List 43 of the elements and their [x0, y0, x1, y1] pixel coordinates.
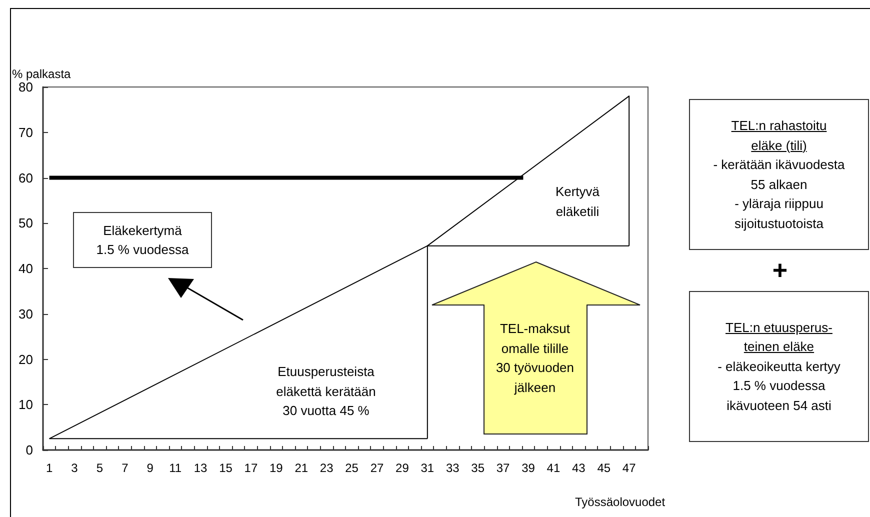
y-tick-label: 70 [18, 124, 33, 140]
text: + [771, 255, 789, 285]
x-tick-label: 13 [194, 461, 208, 475]
x-tick-label: 3 [71, 461, 78, 475]
x-tick-label: 1 [46, 461, 53, 475]
x-tick-label: 45 [597, 461, 611, 475]
x-tick-label: 19 [269, 461, 284, 475]
x-axis-title: Työssäolovuodet [575, 495, 666, 509]
annotation: Kertyvä eläketili [554, 183, 601, 220]
y-tick-label: 50 [18, 216, 33, 231]
y-tick-label: 10 [18, 397, 33, 412]
x-tick-label: 35 [471, 461, 485, 475]
x-tick-label: 17 [244, 461, 258, 475]
y-tick-label: 40 [18, 261, 33, 276]
y-tick-label: 80 [18, 80, 33, 94]
annotation: Eläkekertymä 1.5 % vuodessa [96, 222, 189, 259]
x-tick-label: 9 [146, 461, 154, 475]
x-tick-label: 33 [446, 461, 460, 475]
y-tick-label: 30 [18, 306, 33, 322]
x-tick-label: 41 [546, 461, 560, 475]
text-box: TEL:n etuusperus- teinen eläke - eläkeoikeutta kertyy 1.5 % vuodessa ikävuoteen 54 asti [689, 291, 869, 442]
x-tick-label: 7 [122, 461, 129, 475]
y-tick-label: 60 [18, 170, 33, 186]
x-tick-label: 37 [496, 461, 510, 475]
x-tick-label: 43 [572, 461, 586, 475]
text-box: TEL:n rahastoitu eläke (tili) - kerätään ikävuodesta 55 alkaen - yläraja riippuu sijoitustuotoista [689, 99, 869, 250]
x-tick-label: 31 [420, 461, 434, 475]
y-tick-label: 20 [18, 352, 33, 367]
text-box: Eläkekertymä 1.5 % vuodessa [73, 212, 212, 268]
y-axis-title: % palkasta [12, 67, 71, 81]
annotation: TEL-maksut omalle tilille 30 työvuoden jälkeen [494, 320, 576, 397]
x-tick-label: 5 [96, 461, 104, 475]
x-tick-label: 27 [370, 461, 384, 475]
x-tick-label: 47 [622, 461, 636, 475]
x-tick-label: 21 [294, 461, 308, 475]
x-tick-label: 39 [522, 461, 536, 475]
y-tick-label: 0 [26, 442, 33, 458]
x-tick-label: 15 [219, 461, 233, 475]
x-tick-label: 11 [169, 461, 182, 475]
x-tick-label: 25 [345, 461, 359, 475]
annotation: Etuusperusteista eläkettä kerätään 30 vuotta 45 % [275, 363, 377, 420]
x-tick-label: 23 [320, 461, 334, 475]
x-tick-label: 29 [396, 461, 410, 475]
